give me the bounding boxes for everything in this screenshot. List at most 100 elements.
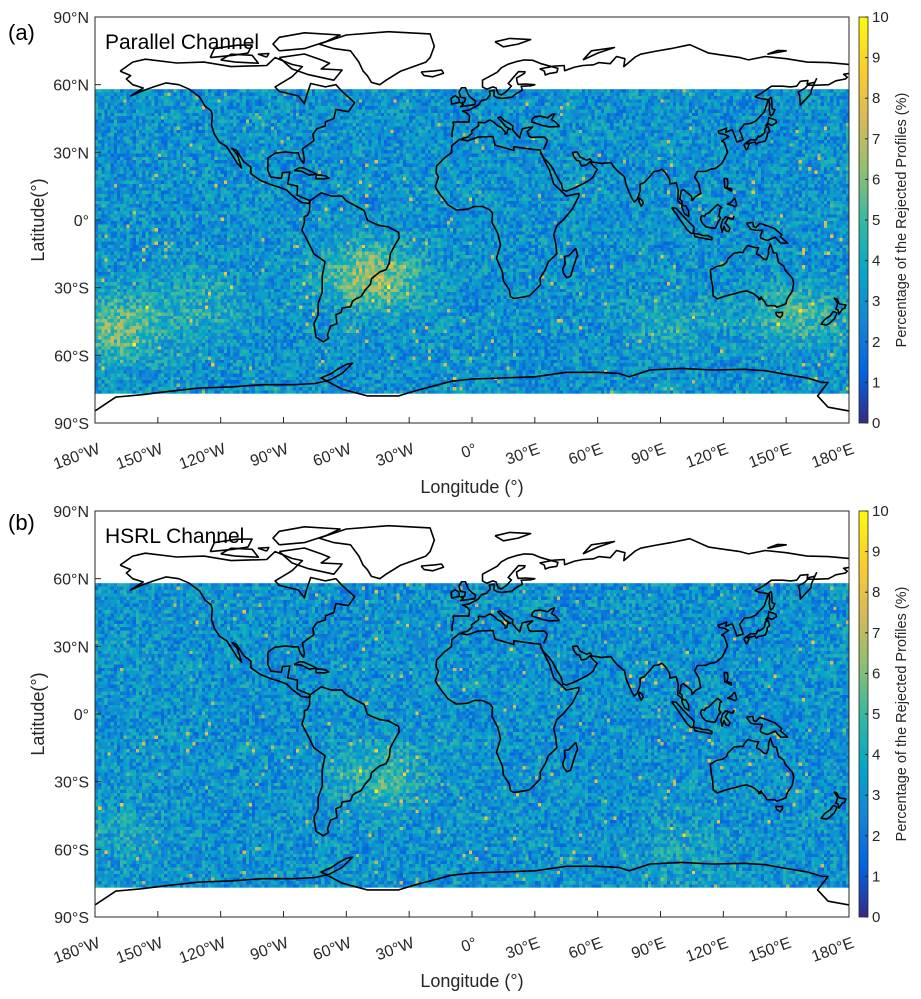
x-tick-label: 90°E	[629, 441, 668, 469]
coastline	[494, 37, 532, 48]
coastlines	[95, 524, 849, 906]
coastline	[833, 297, 847, 315]
x-tick-label: 60°E	[566, 935, 605, 963]
coastline	[723, 671, 733, 686]
coastline	[638, 691, 645, 701]
coastline	[539, 72, 849, 218]
y-axis-label: Latitude(°)	[28, 672, 48, 755]
x-tick-label: 90°W	[248, 440, 292, 470]
colorbar-tick-label: 6	[872, 171, 880, 188]
coastline	[530, 607, 561, 622]
coastline	[774, 805, 784, 813]
panel-a-plot: 180°W 150°W 120°W 90°W 60°W 30°W 0° 30°E 60°E 90°…	[28, 9, 910, 497]
panel-a-label: (a)	[8, 20, 35, 45]
y-tick-label: 60°N	[53, 78, 89, 95]
x-tick-label: 60°W	[311, 440, 355, 470]
panel-b: (b)	[8, 510, 35, 535]
coastline	[451, 43, 849, 138]
coastline	[434, 135, 580, 300]
colorbar-tick-label: 9	[872, 544, 880, 561]
coastline	[693, 726, 713, 735]
coastline	[450, 588, 461, 599]
colorbar-label: Percentage of the Rejected Profiles (%)	[894, 93, 910, 348]
coastline	[315, 668, 330, 674]
colorbar-tick-label: 1	[872, 868, 880, 885]
y-tick-label: 90°N	[53, 504, 89, 521]
coastline	[709, 737, 795, 802]
coastline	[820, 804, 838, 820]
coastline	[764, 116, 778, 128]
x-axis-label: Longitude (°)	[420, 971, 523, 991]
y-tick-label: 90°N	[53, 10, 89, 27]
chart-title: Parallel Channel	[105, 31, 259, 54]
coastline	[745, 221, 789, 244]
coastline	[461, 610, 548, 644]
coastline	[743, 619, 771, 645]
colorbar-tick-label: 2	[872, 828, 880, 845]
y-tick-label: 90°S	[54, 910, 89, 927]
y-tick-label: 60°S	[54, 842, 89, 859]
coastline	[315, 174, 330, 180]
coastline	[582, 46, 616, 61]
coastline	[582, 540, 616, 555]
x-tick-label: 150°W	[114, 440, 166, 473]
coastline	[272, 31, 341, 52]
panel-a: (a)	[8, 20, 35, 45]
y-tick-label: 30°N	[53, 145, 89, 162]
coastline	[257, 52, 270, 58]
y-tick-label: 60°N	[53, 572, 89, 589]
coastline	[278, 547, 343, 575]
coastline	[318, 524, 436, 580]
x-tick-label: 150°E	[747, 441, 794, 472]
coastline	[301, 686, 400, 837]
x-tick-label: 0°	[459, 935, 479, 956]
coastline	[726, 197, 738, 208]
coastline	[95, 856, 849, 906]
coastline	[833, 791, 847, 809]
coastline	[693, 232, 713, 241]
x-axis-label: Longitude (°)	[420, 477, 523, 497]
colorbar-tick-label: 4	[872, 747, 880, 764]
coastline	[458, 87, 477, 108]
coastline	[461, 116, 548, 150]
colorbar-tick-label: 7	[872, 625, 880, 642]
colorbar-tick-label: 0	[872, 909, 880, 926]
heatmap-cells	[95, 583, 849, 888]
coastline	[699, 203, 723, 230]
coastline	[458, 581, 477, 602]
coastline	[764, 610, 778, 622]
y-tick-label: 30°S	[54, 775, 89, 792]
x-tick-label: 60°W	[311, 934, 355, 964]
coastline	[530, 113, 561, 128]
colorbar-tick-label: 3	[872, 293, 880, 310]
coastline	[561, 741, 579, 773]
x-tick-label: 120°E	[684, 441, 731, 472]
coastline	[723, 177, 733, 192]
coastline	[272, 526, 341, 546]
coastline	[293, 660, 318, 670]
colorbar-tick-label: 5	[872, 706, 880, 723]
coastline	[743, 125, 771, 151]
coastline	[820, 310, 838, 326]
coastline	[209, 538, 253, 553]
x-tick-label: 120°W	[177, 440, 229, 473]
coastline	[434, 629, 580, 794]
coastline	[494, 531, 532, 542]
y-tick-label: 60°S	[54, 348, 89, 365]
coastline	[209, 44, 253, 59]
colorbar-tick-label: 8	[872, 584, 880, 601]
coastline	[119, 550, 356, 699]
x-tick-label: 90°W	[248, 934, 292, 964]
coastline	[420, 563, 445, 572]
x-tick-label: 90°E	[629, 935, 668, 963]
coastline	[726, 691, 738, 702]
y-axis-label: Latitude(°)	[28, 178, 48, 261]
coastline	[420, 69, 445, 78]
colorbar-tick-label: 1	[872, 374, 880, 391]
coastline	[745, 715, 789, 738]
coastline	[119, 56, 356, 205]
x-tick-label: 30°E	[504, 441, 543, 469]
y-tick-label: 0°	[74, 707, 89, 724]
panel-b-label: (b)	[8, 510, 35, 535]
